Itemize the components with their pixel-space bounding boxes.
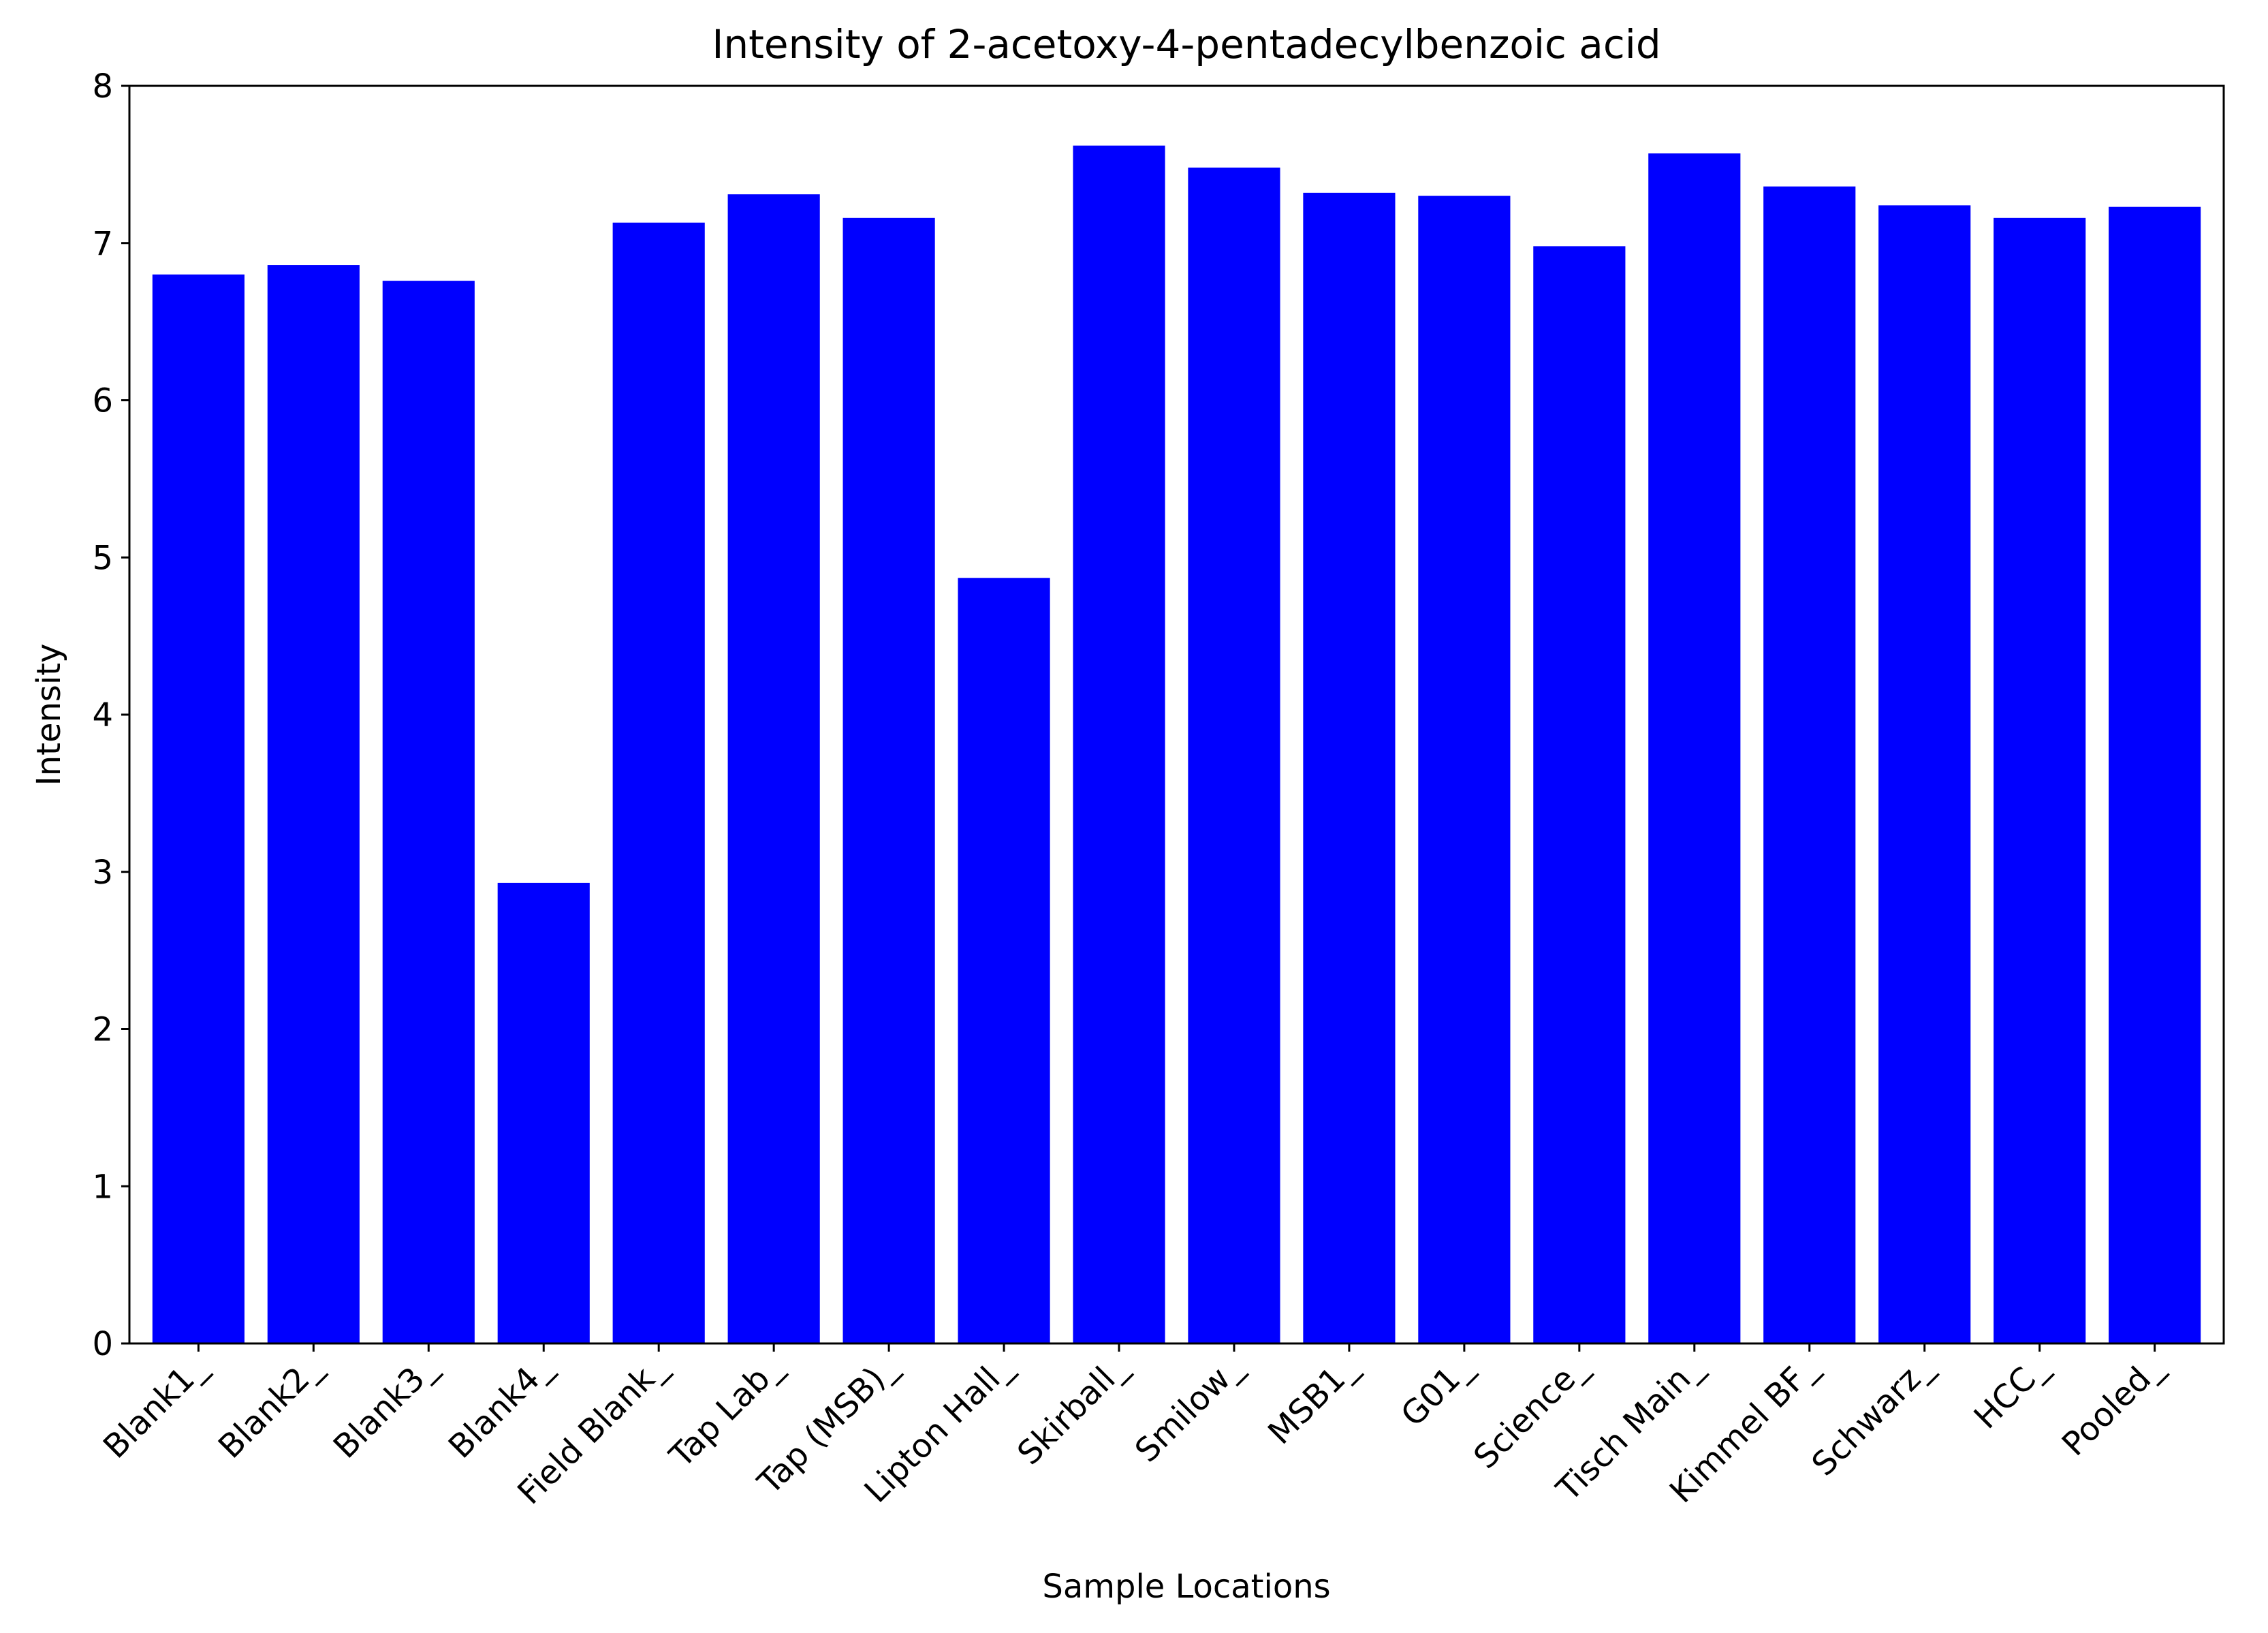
x-axis-ticks: Blank1_Blank2_Blank3_Blank4_Field Blank_… — [96, 1343, 2171, 1512]
bar-1 — [152, 274, 245, 1343]
x-tick-label: Smilow_ — [1128, 1348, 1250, 1469]
x-axis-label: Sample Locations — [1042, 1568, 1330, 1606]
y-tick-label: 6 — [92, 382, 113, 420]
x-tick-label: Schwarz_ — [1805, 1348, 1940, 1483]
y-tick-label: 3 — [92, 854, 113, 892]
y-axis-ticks: 0 1 2 3 4 5 6 7 8 — [92, 67, 129, 1363]
bar-15 — [1763, 186, 1856, 1344]
y-tick-label: 4 — [92, 696, 113, 734]
bar-4 — [497, 882, 590, 1343]
bar-17 — [1994, 217, 2086, 1344]
bar-18 — [2109, 206, 2201, 1343]
bar-11 — [1303, 192, 1396, 1343]
y-tick-label: 5 — [92, 539, 113, 577]
bar-13 — [1533, 246, 1626, 1343]
bar-2 — [267, 265, 360, 1344]
bar-12 — [1418, 196, 1511, 1343]
bar-16 — [1878, 205, 1971, 1343]
bars-group — [152, 145, 2201, 1344]
plot-frame — [128, 84, 2225, 1345]
bar-10 — [1188, 167, 1280, 1344]
y-tick-label: 8 — [92, 67, 113, 106]
x-tick-label: G01_ — [1393, 1348, 1480, 1434]
bar-8 — [958, 578, 1050, 1343]
y-tick-label: 1 — [92, 1168, 113, 1206]
y-tick-label: 0 — [92, 1325, 113, 1363]
x-tick-label: Blank3_ — [326, 1348, 445, 1466]
y-tick-label: 2 — [92, 1011, 113, 1049]
x-tick-label: Pooled_ — [2055, 1348, 2171, 1463]
bar-3 — [382, 281, 475, 1343]
bar-5 — [612, 222, 705, 1344]
bar-7 — [842, 217, 935, 1344]
bar-6 — [727, 194, 820, 1343]
y-axis-label: Intensity — [30, 644, 68, 786]
y-tick-label: 7 — [92, 225, 113, 263]
x-tick-label: Blank4_ — [441, 1348, 560, 1466]
x-tick-label: Blank2_ — [211, 1348, 330, 1466]
bar-9 — [1073, 145, 1165, 1343]
x-tick-label: HCC_ — [1967, 1348, 2056, 1436]
x-tick-label: Blank1_ — [96, 1348, 215, 1466]
x-tick-label: Skirball_ — [1010, 1348, 1135, 1472]
x-tick-label: MSB1_ — [1261, 1348, 1365, 1452]
bar-14 — [1648, 153, 1741, 1343]
chart-title: Intensity of 2-acetoxy-4-pentadecylbenzo… — [712, 21, 1660, 67]
